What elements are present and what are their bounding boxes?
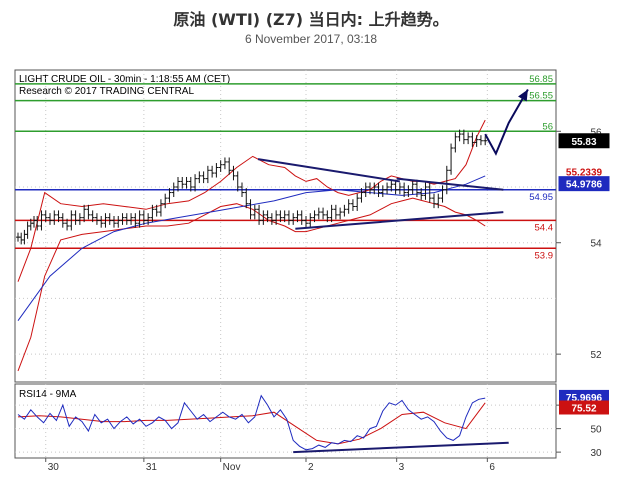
page-date: 6 November 2017, 03:18	[244, 32, 378, 46]
rsi-y-tick-label: 50	[590, 425, 602, 436]
price-badge-label: 55.83	[571, 137, 596, 148]
lower-band-line	[17, 197, 486, 372]
rsi-badge	[559, 389, 609, 404]
y-tick-label: 52	[590, 350, 602, 361]
x-tick-label: 30	[48, 462, 60, 473]
trend-layer	[257, 89, 529, 230]
price-chart: LIGHT CRUDE OIL - 30min - 1:18:55 AM (CE…	[14, 69, 610, 473]
y-tick-label: 56	[590, 127, 602, 138]
chart-panel: LIGHT CRUDE OIL - 30min - 1:18:55 AM (CE…	[0, 58, 622, 483]
rsi-y-tick-label: 30	[590, 448, 602, 459]
projection-arrowhead	[518, 89, 528, 102]
x-tick-label: 6	[489, 462, 495, 473]
x-tick-label: 3	[399, 462, 405, 473]
rsi-badge-label: 75.9696	[566, 393, 603, 404]
trend-line	[257, 158, 401, 183]
projection-arrow-line	[484, 89, 529, 156]
instrument-label: LIGHT CRUDE OIL - 30min - 1:18:55 AM (CE…	[19, 74, 230, 85]
rsi-badge	[559, 400, 609, 415]
support-level-label: 54.4	[535, 222, 554, 233]
x-tick-label: Nov	[223, 462, 241, 473]
research-label: Research © 2017 TRADING CENTRAL	[19, 86, 194, 97]
support-level-label: 53.9	[535, 250, 554, 261]
price-layer	[16, 129, 488, 245]
rsi-trend-line	[293, 441, 509, 454]
rsi-layer	[17, 394, 509, 454]
resistance-level-label: 56.55	[529, 91, 553, 102]
pivot-level-label: 54.95	[529, 192, 553, 203]
resistance-level-label: 56.85	[529, 74, 553, 85]
rsi-ma-line	[17, 402, 486, 445]
trend-line	[295, 211, 504, 230]
rsi-label: RSI14 - 9MA	[19, 389, 77, 400]
y-tick-label: 54	[590, 239, 602, 250]
page-title: 原油 (WTI) (Z7) 当日内: 上升趋势。	[173, 10, 449, 29]
price-badge	[558, 133, 610, 149]
x-tick-label: 2	[308, 462, 314, 473]
resistance-level-label: 56	[542, 121, 553, 132]
x-tick-label: 31	[146, 462, 158, 473]
moving-average-line	[17, 175, 486, 321]
rsi-line	[17, 394, 486, 451]
price-badge-label: 55.2339	[566, 167, 603, 178]
trend-line	[396, 177, 504, 191]
price-badge	[558, 176, 610, 192]
rsi-badge-label: 75.52	[571, 403, 596, 414]
header: 原油 (WTI) (Z7) 当日内: 上升趋势。 6 November 2017…	[0, 0, 622, 56]
price-badge-label: 54.9786	[566, 180, 603, 191]
